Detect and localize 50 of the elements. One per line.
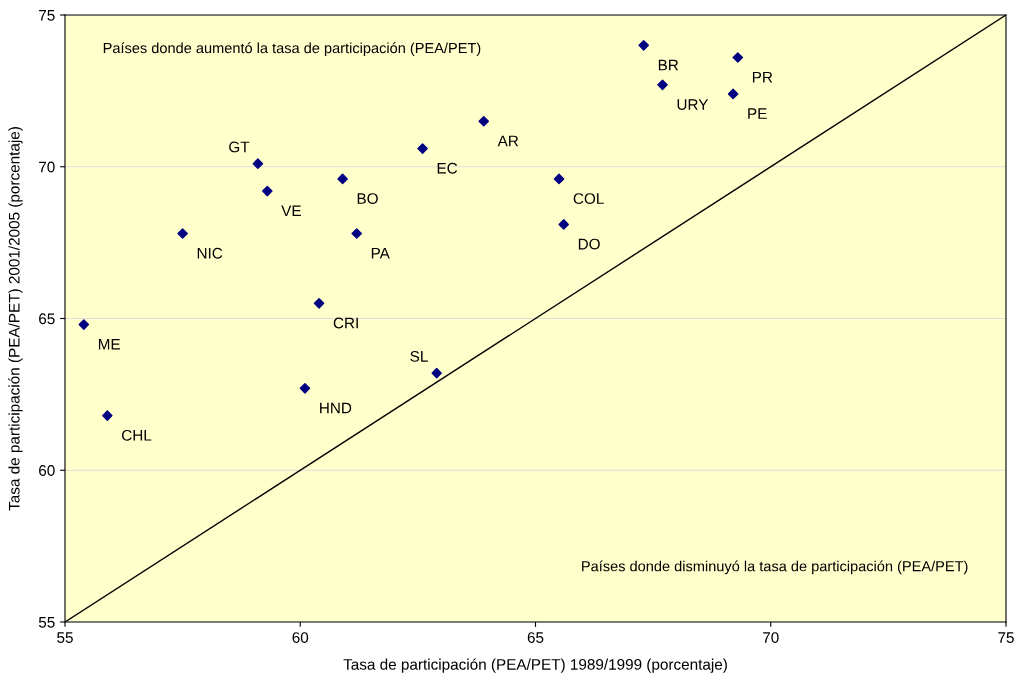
y-tick-label: 75 [39,10,55,21]
point [252,158,264,170]
annotation: URY [677,99,709,110]
point [299,383,311,394]
point [417,143,428,154]
x-tick-label: 65 [527,632,544,643]
annotation: COL [573,193,604,204]
annotation: GT [229,141,250,153]
point [78,319,90,330]
x-axis-title: Tasa de participación (PEA/PET) 1989/1999 (porcentaje) [343,658,727,673]
x-tick-label: 55 [57,632,73,643]
annotation: HND [320,402,352,414]
point [102,410,113,421]
y-tick-label: 65 [39,313,55,325]
point [727,88,739,100]
annotation: ME [98,339,120,350]
annotation: Países donde disminuyó la tasa de participación (PEA/PET) [582,560,968,575]
annotation: AR [497,135,519,147]
x-tick-label: 75 [998,632,1014,643]
point [553,173,565,185]
annotation: BR [658,59,679,71]
annotation: NIC [197,247,223,259]
annotation: VE [281,205,301,216]
annotation: CRI [333,317,358,329]
annotation: BO [357,193,378,204]
y-tick-label: 70 [39,161,55,173]
annotation: CHL [122,429,152,441]
annotation: PE [748,108,767,119]
annotation: DO [578,238,600,250]
annotation: PR [752,71,773,83]
point [732,52,744,63]
point [638,40,650,51]
y-tick-label: 55 [38,617,55,628]
point [177,228,188,239]
y-axis-title: Tasa de participación (PEA/PET) 2001/2005 (porcentaje) [8,127,23,511]
point [313,298,325,309]
annotation: EC [437,162,458,174]
annotation: SL [410,350,428,362]
point [262,185,273,197]
x-tick-label: 70 [763,632,779,643]
annotation: Países donde aumentó la tasa de participación (PEA/PET) [103,42,481,57]
x-tick-label: 60 [292,632,309,643]
y-tick-label: 60 [39,465,55,476]
point [478,115,490,127]
point [558,219,570,230]
point [351,228,363,239]
point [657,79,668,91]
annotation: PA [371,247,390,259]
point [431,367,442,379]
point [337,173,348,185]
